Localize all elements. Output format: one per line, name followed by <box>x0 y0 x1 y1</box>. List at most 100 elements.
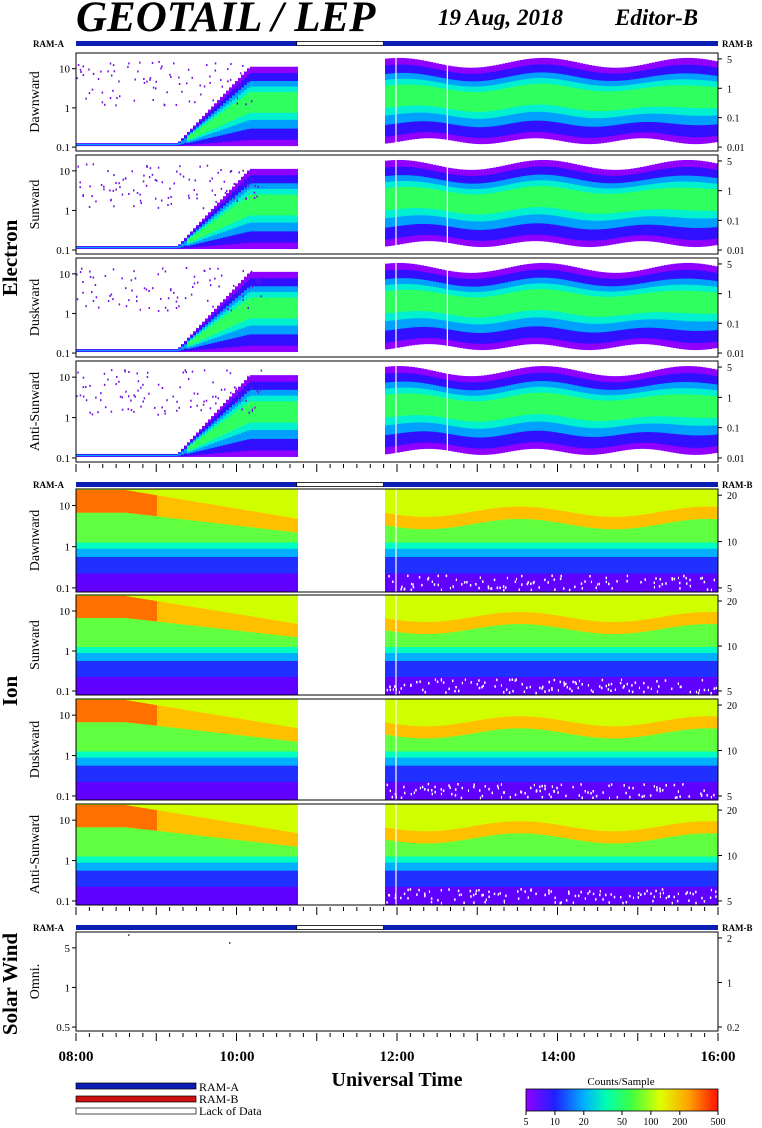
electron-panel-duskward: 10 1 0.1 5 1 0.1 0.01 Duskward <box>28 257 745 360</box>
right-tick-label: 1 <box>727 393 732 404</box>
electron-panel-dawnward: 10 1 0.1 5 1 0.1 0.01 Dawnward <box>28 52 745 154</box>
lack-of-data-segment <box>296 925 384 930</box>
electron-section-label: Electron <box>0 219 22 296</box>
instrument-title: GEOTAIL / LEP <box>76 0 376 41</box>
right-tick-label: 1 <box>727 978 732 989</box>
colorbar-tick-label: 20 <box>579 1117 589 1128</box>
right-tick-label: 5 <box>727 363 732 374</box>
ram-a-segment <box>383 925 718 930</box>
left-tick-label: 1 <box>65 413 71 425</box>
legend-label-ram-a: RAM-A <box>199 1080 239 1094</box>
legend-swatch-ram-b <box>75 1095 197 1103</box>
colorbar-title: Counts/Sample <box>587 1076 654 1088</box>
solar-wind-section-label: Solar Wind <box>0 933 22 1035</box>
lack-of-data-segment <box>296 482 384 487</box>
right-tick-label: 0.1 <box>727 114 740 125</box>
x-tick-label-1400: 14:00 <box>541 1049 576 1065</box>
ion-panel-sunward: 10 1 0.1 20 10 5 Sunward <box>28 594 737 698</box>
right-tick-label: 2 <box>727 934 732 945</box>
lack-of-data-segment <box>296 41 384 46</box>
right-tick-label: 20 <box>727 806 737 817</box>
right-tick-label: 5 <box>727 897 732 908</box>
right-tick-label: 10 <box>727 538 737 549</box>
right-tick-label: 20 <box>727 597 737 608</box>
ram-a-segment <box>76 925 297 930</box>
date-title: 19 Aug, 2018 <box>438 5 564 30</box>
right-tick-label: 20 <box>727 701 737 712</box>
left-tick-label: 10 <box>59 815 71 827</box>
left-tick-label: 0.1 <box>56 142 70 154</box>
left-tick-label: 0.1 <box>56 245 70 257</box>
right-tick-label: 1 <box>727 187 732 198</box>
x-tick-label-1000: 10:00 <box>220 1049 255 1065</box>
left-tick-label: 10 <box>59 372 71 384</box>
right-tick-label: 5 <box>727 260 732 271</box>
legend-label-lack-of-data: Lack of Data <box>199 1104 262 1118</box>
right-tick-label: 10 <box>727 852 737 863</box>
ram-a-label: RAM-A <box>33 923 64 933</box>
ram-a-label: RAM-A <box>33 39 64 49</box>
right-tick-label: 0.2 <box>727 1023 740 1034</box>
left-tick-label: 0.1 <box>56 896 70 908</box>
left-tick-label: 5 <box>65 943 71 955</box>
left-tick-label: 1 <box>65 103 71 115</box>
left-tick-label: 1 <box>65 542 71 554</box>
ion-panel-anti-sunward: 10 1 0.1 20 10 5 Anti-Sunward <box>28 803 737 908</box>
right-tick-label: 5 <box>727 687 732 698</box>
right-tick-label: 0.1 <box>727 216 740 227</box>
left-tick-label: 10 <box>59 269 71 281</box>
ion-panel-label: Anti-Sunward <box>28 815 43 894</box>
electron-ram-bar: RAM-A RAM-B <box>33 39 753 49</box>
left-tick-label: 0.5 <box>56 1022 70 1034</box>
electron-panel-label: Anti-Sunward <box>28 372 43 451</box>
left-tick-label: 1 <box>65 308 71 320</box>
colorbar-gradient <box>525 1088 719 1112</box>
colorbar-tick-label: 50 <box>617 1117 627 1128</box>
right-tick-label: 0.01 <box>727 349 745 360</box>
ram-b-label: RAM-B <box>722 480 753 490</box>
spectrogram-panels: RAM-A RAM-B 10 1 0.1 5 1 0.1 0.01 Dawnward 10 1 0.1 5… <box>28 39 753 1041</box>
left-tick-label: 0.1 <box>56 686 70 698</box>
editor-title: Editor-B <box>614 5 698 30</box>
colorbar: Counts/Sample 5 10 20 50 100 200 500 <box>524 1076 726 1128</box>
colorbar-tick-label: 5 <box>524 1117 529 1128</box>
ram-b-label: RAM-B <box>722 39 753 49</box>
x-tick-label-0800: 08:00 <box>59 1049 94 1065</box>
legend-label-ram-b: RAM-B <box>199 1092 238 1106</box>
solar-wind-ram-bar: RAM-A RAM-B <box>33 923 753 933</box>
left-tick-label: 0.1 <box>56 583 70 595</box>
ion-panel-label: Dawnward <box>28 510 43 571</box>
right-tick-label: 0.1 <box>727 424 740 435</box>
electron-panel-label: Sunward <box>28 180 43 230</box>
colorbar-tick-label: 500 <box>711 1117 726 1128</box>
right-tick-label: 0.1 <box>727 319 740 330</box>
left-tick-label: 1 <box>65 205 71 217</box>
electron-panel-label: Dawnward <box>28 71 43 132</box>
ram-b-label: RAM-B <box>722 923 753 933</box>
right-tick-label: 1 <box>727 84 732 95</box>
legend-swatch-lack-of-data <box>75 1107 197 1115</box>
right-tick-label: 5 <box>727 55 732 66</box>
left-tick-label: 0.1 <box>56 791 70 803</box>
electron-panel-anti-sunward: 10 1 0.1 5 1 0.1 0.01 Anti-Sunward <box>28 360 745 465</box>
left-tick-label: 10 <box>59 500 71 512</box>
ram-a-segment <box>76 482 297 487</box>
left-tick-label: 1 <box>65 751 71 763</box>
left-tick-label: 10 <box>59 166 71 178</box>
ion-panel-label: Duskward <box>28 721 43 779</box>
ion-panel-dawnward: 10 1 0.1 20 10 5 Dawnward <box>28 488 737 595</box>
ram-a-label: RAM-A <box>33 480 64 490</box>
ion-panel-label: Sunward <box>28 620 43 670</box>
ram-a-segment <box>76 41 297 46</box>
x-axis-title: Universal Time <box>332 1069 463 1091</box>
right-tick-label: 1 <box>727 290 732 301</box>
colorbar-tick-label: 200 <box>672 1117 687 1128</box>
electron-panel-sunward: 10 1 0.1 5 1 0.1 0.01 Sunward <box>28 154 745 257</box>
left-tick-label: 0.1 <box>56 348 70 360</box>
ram-legend: RAM-A RAM-B Lack of Data <box>75 1080 262 1118</box>
right-tick-label: 5 <box>727 792 732 803</box>
ion-ram-bar: RAM-A RAM-B <box>33 480 753 490</box>
x-axis: 08:00 10:00 12:00 14:00 16:00 Universal … <box>59 1049 736 1091</box>
left-tick-label: 10 <box>59 606 71 618</box>
